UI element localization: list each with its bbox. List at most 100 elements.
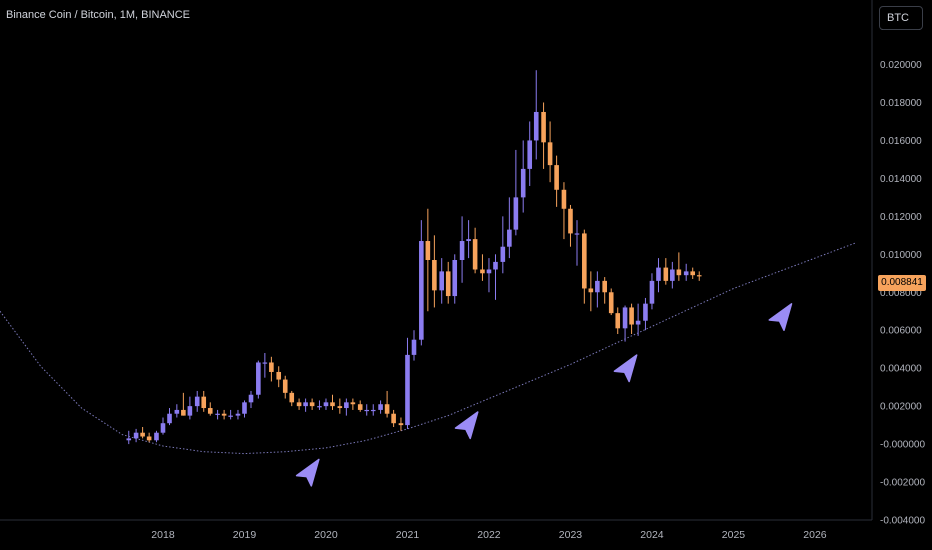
candle-body — [582, 233, 587, 289]
candle — [269, 356, 274, 382]
x-tick-label: 2026 — [803, 529, 827, 541]
candle — [405, 337, 410, 429]
candle — [690, 267, 696, 279]
candle-body — [289, 392, 295, 403]
candle — [323, 398, 329, 410]
candle-body — [391, 413, 396, 424]
candle-body — [235, 413, 241, 416]
price-axis[interactable]: 0.0220000.0200000.0180000.0160000.014000… — [880, 22, 925, 526]
up-arrow-icon — [768, 303, 793, 332]
candle — [289, 390, 295, 407]
candle-body — [466, 239, 471, 242]
candle-body — [533, 111, 539, 141]
y-tick-label: 0.008000 — [880, 288, 922, 299]
candle-body — [269, 362, 274, 372]
candle-body — [663, 267, 669, 281]
candle — [411, 330, 417, 361]
candle-body — [344, 402, 349, 409]
candle-body — [432, 260, 437, 291]
candle — [337, 398, 343, 414]
candle-body — [357, 404, 363, 410]
candle — [317, 400, 322, 410]
candle — [507, 197, 512, 259]
candle-body — [608, 292, 614, 314]
candle — [670, 261, 675, 289]
candle — [472, 227, 478, 274]
candle-body — [140, 432, 145, 437]
candle — [493, 254, 498, 300]
candle — [568, 204, 573, 247]
candle-body — [520, 168, 526, 198]
candle-body — [595, 280, 600, 293]
candle — [167, 408, 172, 426]
currency-button[interactable]: BTC — [879, 6, 923, 30]
candle-body — [276, 371, 282, 380]
candle-body — [649, 280, 655, 304]
y-tick-label: 0.014000 — [880, 174, 922, 185]
candle — [554, 155, 559, 207]
x-tick-label: 2021 — [396, 529, 420, 541]
candle-body — [439, 271, 445, 291]
up-arrow-icon — [454, 411, 479, 440]
candle — [527, 121, 533, 186]
candle — [615, 307, 621, 335]
candle-body — [493, 261, 498, 270]
x-tick-label: 2024 — [640, 529, 664, 541]
candle — [561, 182, 567, 240]
candle-body — [507, 229, 512, 247]
candle — [683, 263, 689, 281]
candle-body — [126, 438, 132, 441]
candle-body — [323, 402, 329, 407]
time-axis[interactable]: 2018 2019 2020 2021 2022 2023 2024 2025 2026 — [151, 529, 826, 541]
candle — [656, 258, 661, 293]
candle-body — [133, 432, 139, 439]
candle — [649, 273, 655, 310]
x-tick-label: 2023 — [559, 529, 583, 541]
candle — [696, 271, 702, 281]
candle-body — [303, 402, 308, 407]
candle-body — [547, 142, 553, 166]
candle — [126, 430, 132, 445]
candle-body — [419, 241, 424, 340]
candle-body — [309, 402, 315, 407]
candle-body — [683, 271, 689, 276]
candle-body — [527, 140, 533, 169]
candle-body — [574, 233, 580, 235]
candle-body — [282, 379, 288, 393]
candle-body — [670, 269, 675, 281]
candle — [174, 404, 180, 418]
candle — [384, 390, 390, 418]
y-tick-label: 0.004000 — [880, 364, 922, 375]
candle-body — [398, 423, 404, 426]
candle — [248, 390, 254, 409]
candle — [309, 398, 315, 410]
candle-body — [690, 271, 696, 276]
candle-body — [643, 303, 648, 321]
y-tick-label: -0.002000 — [880, 478, 925, 489]
candle-body — [370, 409, 376, 412]
y-tick-label: 0.006000 — [880, 326, 922, 337]
candle-body — [554, 165, 559, 190]
candle — [513, 149, 519, 236]
candle-body — [337, 406, 343, 409]
candle — [574, 220, 580, 266]
candle-body — [568, 208, 573, 234]
candle — [419, 220, 424, 346]
candle-body — [472, 239, 478, 270]
candle — [486, 258, 492, 293]
candle-body — [480, 269, 485, 274]
candle — [228, 409, 233, 420]
candle-body — [207, 408, 213, 414]
candle-body — [317, 406, 322, 408]
candle — [146, 432, 152, 443]
candle — [330, 394, 335, 410]
candle-body — [561, 189, 567, 209]
support-curve-line — [0, 242, 856, 455]
candle-body — [384, 404, 390, 414]
candle-body — [425, 241, 431, 260]
candle-body — [602, 280, 607, 293]
candle — [221, 409, 227, 420]
candle — [466, 220, 471, 259]
candle — [282, 375, 288, 399]
